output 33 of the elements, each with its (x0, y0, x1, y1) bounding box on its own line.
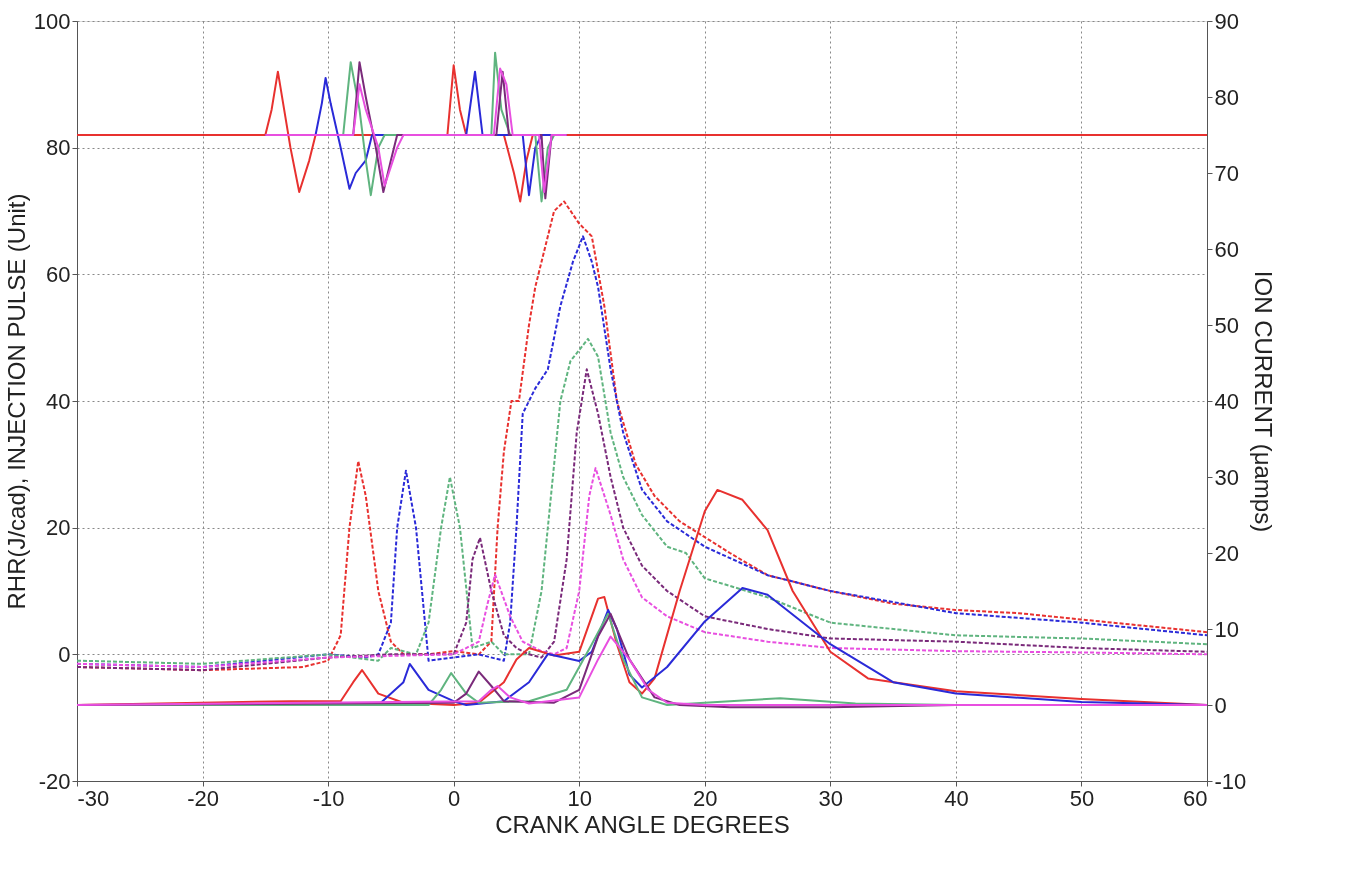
y2-tick-label: 40 (1214, 388, 1239, 414)
y-tick-label: 60 (46, 261, 71, 287)
x-tick-label: 10 (567, 785, 592, 811)
x-tick-label: -30 (77, 785, 110, 811)
y2-tick-label: 10 (1214, 616, 1239, 642)
x-tick-label: 50 (1069, 785, 1095, 811)
y2-tick-label: 30 (1214, 464, 1239, 490)
y2-tick-label: -10 (1214, 768, 1247, 794)
y-tick-label: 40 (46, 388, 71, 414)
y2-tick-label: 0 (1214, 692, 1227, 718)
x-tick-label: 40 (944, 785, 969, 811)
y2-tick-label: 60 (1214, 236, 1239, 262)
x-tick-label: -20 (187, 785, 219, 811)
x-tick-label: 60 (1183, 785, 1208, 811)
y-tick-label: -20 (38, 768, 71, 794)
x-tick-label: 0 (448, 785, 461, 811)
y2-tick-label: 80 (1214, 84, 1239, 110)
x-tick-label: 30 (818, 785, 844, 811)
y-tick-label: 20 (46, 515, 71, 541)
line-series (77, 635, 1207, 706)
y2-tick-label: 90 (1214, 8, 1239, 34)
y2-axis-title: ION CURRENT (μamps) (1250, 270, 1278, 533)
x-axis-title: CRANK ANGLE DEGREES (495, 810, 790, 838)
y-tick-label: 0 (58, 641, 71, 667)
line-series (77, 467, 1207, 668)
y-tick-label: 100 (33, 8, 71, 34)
y2-tick-label: 50 (1214, 312, 1239, 338)
y-tick-label: 80 (46, 135, 71, 161)
x-tick-label: 20 (693, 785, 718, 811)
y2-tick-label: 70 (1214, 160, 1239, 186)
x-tick-label: -10 (312, 785, 345, 811)
y-axis-title: RHR(J/cad), INJECTION PULSE (Unit) (2, 193, 30, 610)
y2-tick-label: 20 (1214, 540, 1239, 566)
